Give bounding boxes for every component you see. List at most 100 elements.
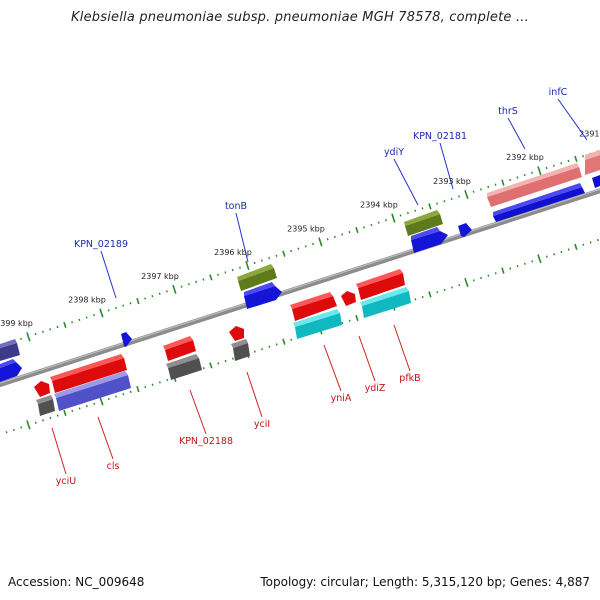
tick-mark [253,350,256,353]
tick-mark [49,328,52,331]
tick-mark [34,332,37,336]
feature-pink-thrS[interactable] [487,163,582,207]
feature-cyan-pfkB[interactable] [360,287,411,318]
tick-mark [217,273,220,276]
feature-red-yniA[interactable] [290,292,337,321]
leader-line [358,335,376,382]
tick-mark [537,254,542,264]
tick-mark [144,297,147,300]
feature-gray-yciI[interactable] [231,339,250,361]
feature-purple-left[interactable] [0,339,20,361]
tick-mark [99,396,104,406]
feature-trna-a[interactable] [585,150,600,175]
tick-mark [531,260,534,263]
feature-purple-cls[interactable] [54,371,131,411]
tick-mark [20,337,22,341]
tick-mark [509,267,512,270]
tick-mark [275,254,278,257]
tick-mark [115,395,118,398]
tick-mark [63,321,67,329]
feature-olive-ydiY[interactable] [404,210,443,236]
tick-mark [195,280,198,284]
feature-blue-ydiY[interactable] [411,227,448,253]
feature-gray-kpn02188[interactable] [166,354,202,380]
tick-mark [567,159,570,163]
tick-mark [523,262,526,265]
tick-mark [348,319,351,322]
feature-blue-thrS[interactable] [493,183,585,222]
feature-red-cls[interactable] [50,354,127,393]
tick-mark [12,428,15,432]
tick-mark [318,237,323,247]
feature-red-small-yciU[interactable] [34,381,50,397]
tick-mark [363,226,366,229]
tick-mark [217,362,220,365]
tick-mark [85,404,88,408]
feature-cyan-yniA[interactable] [293,309,342,339]
gene-label[interactable]: pfkB [399,373,420,384]
scale-label: 2393 kbp [433,177,471,186]
tick-mark [56,414,59,417]
tick-mark [450,286,453,289]
tick-mark [501,267,505,274]
tick-mark [458,195,460,198]
gene-label[interactable]: KPN_02189 [74,239,128,250]
tick-mark [479,188,482,191]
tick-mark [436,202,439,205]
leader-line [97,416,114,460]
tick-mark [523,173,526,177]
tick-mark [20,426,23,429]
feature-red-small-ydiZ[interactable] [341,291,356,306]
tick-mark [122,304,125,307]
feature-olive-tonB[interactable] [237,264,277,291]
tick-mark [129,390,132,394]
tick-mark [443,288,446,292]
tick-mark [187,283,190,286]
feature-red-pfkB[interactable] [356,269,405,300]
gene-label[interactable]: thrS [498,106,518,117]
gene-label[interactable]: KPN_02181 [413,131,467,142]
tick-mark [107,397,110,401]
tick-mark [85,316,88,319]
feature-blue-small-kpn02189[interactable] [121,332,132,347]
gene-label[interactable]: cls [107,461,120,472]
feature-red-kpn02188[interactable] [163,336,196,361]
tick-mark [122,393,125,396]
tick-mark [282,250,286,257]
gene-label[interactable]: KPN_02188 [179,436,233,447]
tick-mark [34,421,37,424]
gene-label[interactable]: tonB [225,201,247,212]
tick-mark [333,235,336,239]
feature-gray-yciU[interactable] [36,395,55,416]
leader-line [100,250,117,299]
tick-mark [516,176,519,179]
gene-labels: KPN_02189 tonB ydiY KPN_02181 thrS infC yciU cl… [56,87,568,487]
gene-label[interactable]: infC [549,87,568,98]
gene-label[interactable]: ydiZ [365,383,386,394]
tick-mark [355,314,359,322]
scale-ticks-upper [0,150,599,347]
leader-line [557,98,588,141]
tick-mark [472,190,475,193]
tick-mark [107,309,110,312]
feature-blue-small-kpn02181[interactable] [458,223,472,237]
gene-label[interactable]: yciI [254,419,270,430]
tick-mark [414,298,417,301]
tick-mark [531,171,533,174]
genome-summary-text: Topology: circular; Length: 5,315,120 bp… [260,575,590,589]
feature-red-small-yciI[interactable] [229,326,244,341]
tick-mark [26,420,31,430]
tick-mark [552,164,555,167]
gene-label[interactable]: ydiY [384,147,404,158]
tick-mark [406,211,409,215]
tick-mark [158,292,161,295]
gene-label[interactable]: yciU [56,476,76,487]
feature-blue-left[interactable] [0,359,22,382]
tick-mark [136,298,140,305]
tick-mark [436,291,439,294]
feature-blue-tonB[interactable] [244,282,282,309]
tick-mark [377,221,380,224]
gene-label[interactable]: yniA [331,393,352,404]
tick-mark [99,308,104,318]
feature-blue-infC[interactable] [592,175,600,188]
